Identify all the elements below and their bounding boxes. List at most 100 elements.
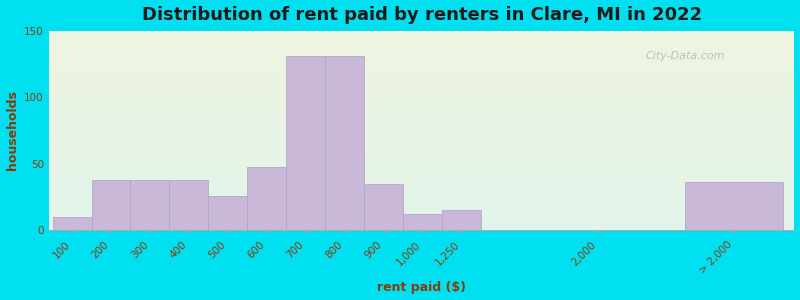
Bar	[49, 206, 794, 208]
Bar	[49, 133, 794, 134]
Bar	[49, 170, 794, 172]
Bar	[49, 94, 794, 96]
Bar	[49, 164, 794, 166]
Bar	[49, 224, 794, 226]
Bar	[49, 140, 794, 142]
Bar	[49, 61, 794, 63]
Bar	[49, 102, 794, 103]
Bar	[49, 85, 794, 87]
Bar	[49, 78, 794, 79]
Bar	[49, 149, 794, 151]
Bar	[49, 182, 794, 184]
Bar	[49, 188, 794, 190]
Bar	[49, 202, 794, 203]
Bar	[91, 180, 130, 230]
Bar	[49, 169, 794, 170]
Bar	[49, 82, 794, 83]
Bar	[49, 64, 794, 66]
Bar	[49, 139, 794, 140]
X-axis label: rent paid ($): rent paid ($)	[377, 281, 466, 294]
Bar	[49, 58, 794, 60]
Bar	[49, 49, 794, 50]
Bar	[49, 211, 794, 212]
Bar	[49, 118, 794, 120]
Bar	[49, 179, 794, 181]
Bar	[247, 167, 286, 230]
Bar	[53, 217, 91, 230]
Bar	[49, 212, 794, 214]
Bar	[49, 112, 794, 114]
Bar	[49, 218, 794, 220]
Bar	[49, 44, 794, 45]
Bar	[49, 172, 794, 173]
Bar	[49, 36, 794, 37]
Bar	[49, 109, 794, 110]
Bar	[49, 214, 794, 215]
Bar	[364, 184, 403, 230]
Bar	[49, 167, 794, 169]
Bar	[49, 124, 794, 126]
Bar	[49, 99, 794, 100]
Bar	[49, 169, 794, 170]
Bar	[49, 88, 794, 90]
Title: Distribution of rent paid by renters in Clare, MI in 2022: Distribution of rent paid by renters in …	[142, 6, 702, 24]
Bar	[49, 81, 794, 82]
Bar	[49, 110, 794, 111]
Bar	[49, 128, 794, 129]
Bar	[49, 136, 794, 137]
Bar	[49, 205, 794, 206]
Bar	[49, 93, 794, 94]
Bar	[49, 127, 794, 128]
Bar	[49, 135, 794, 136]
Bar	[49, 34, 794, 35]
Bar	[49, 82, 794, 84]
Bar	[49, 181, 794, 182]
Bar	[49, 48, 794, 49]
Bar	[49, 33, 794, 34]
Bar	[49, 66, 794, 67]
Bar	[49, 100, 794, 101]
Bar	[49, 39, 794, 40]
Bar	[49, 215, 794, 217]
Bar	[49, 45, 794, 46]
Bar	[49, 197, 794, 199]
Bar	[49, 134, 794, 135]
Bar	[49, 121, 794, 122]
Bar	[49, 226, 794, 227]
Bar	[49, 178, 794, 179]
Bar	[49, 191, 794, 193]
Bar	[49, 116, 794, 117]
Bar	[49, 228, 794, 230]
Bar	[49, 161, 794, 163]
Bar	[49, 155, 794, 157]
Bar	[49, 185, 794, 187]
Bar	[49, 208, 794, 209]
Bar	[49, 151, 794, 152]
Bar	[49, 92, 794, 93]
Bar	[49, 75, 794, 76]
Bar	[49, 57, 794, 58]
Bar	[49, 108, 794, 109]
Bar	[49, 126, 794, 127]
Bar	[49, 91, 794, 92]
Bar	[49, 55, 794, 56]
Bar	[49, 35, 794, 36]
Bar	[49, 68, 794, 69]
Bar	[49, 223, 794, 224]
Bar	[286, 56, 326, 230]
Bar	[49, 129, 794, 130]
Y-axis label: households: households	[6, 91, 18, 170]
Bar	[49, 173, 794, 175]
Bar	[208, 196, 247, 230]
Bar	[49, 209, 794, 211]
Bar	[49, 160, 794, 161]
Bar	[49, 51, 794, 52]
Bar	[49, 158, 794, 160]
Bar	[49, 46, 794, 48]
Bar	[49, 194, 794, 196]
Bar	[49, 199, 794, 200]
Bar	[49, 85, 794, 86]
Bar	[49, 90, 794, 91]
Bar	[49, 103, 794, 105]
Bar	[49, 115, 794, 116]
